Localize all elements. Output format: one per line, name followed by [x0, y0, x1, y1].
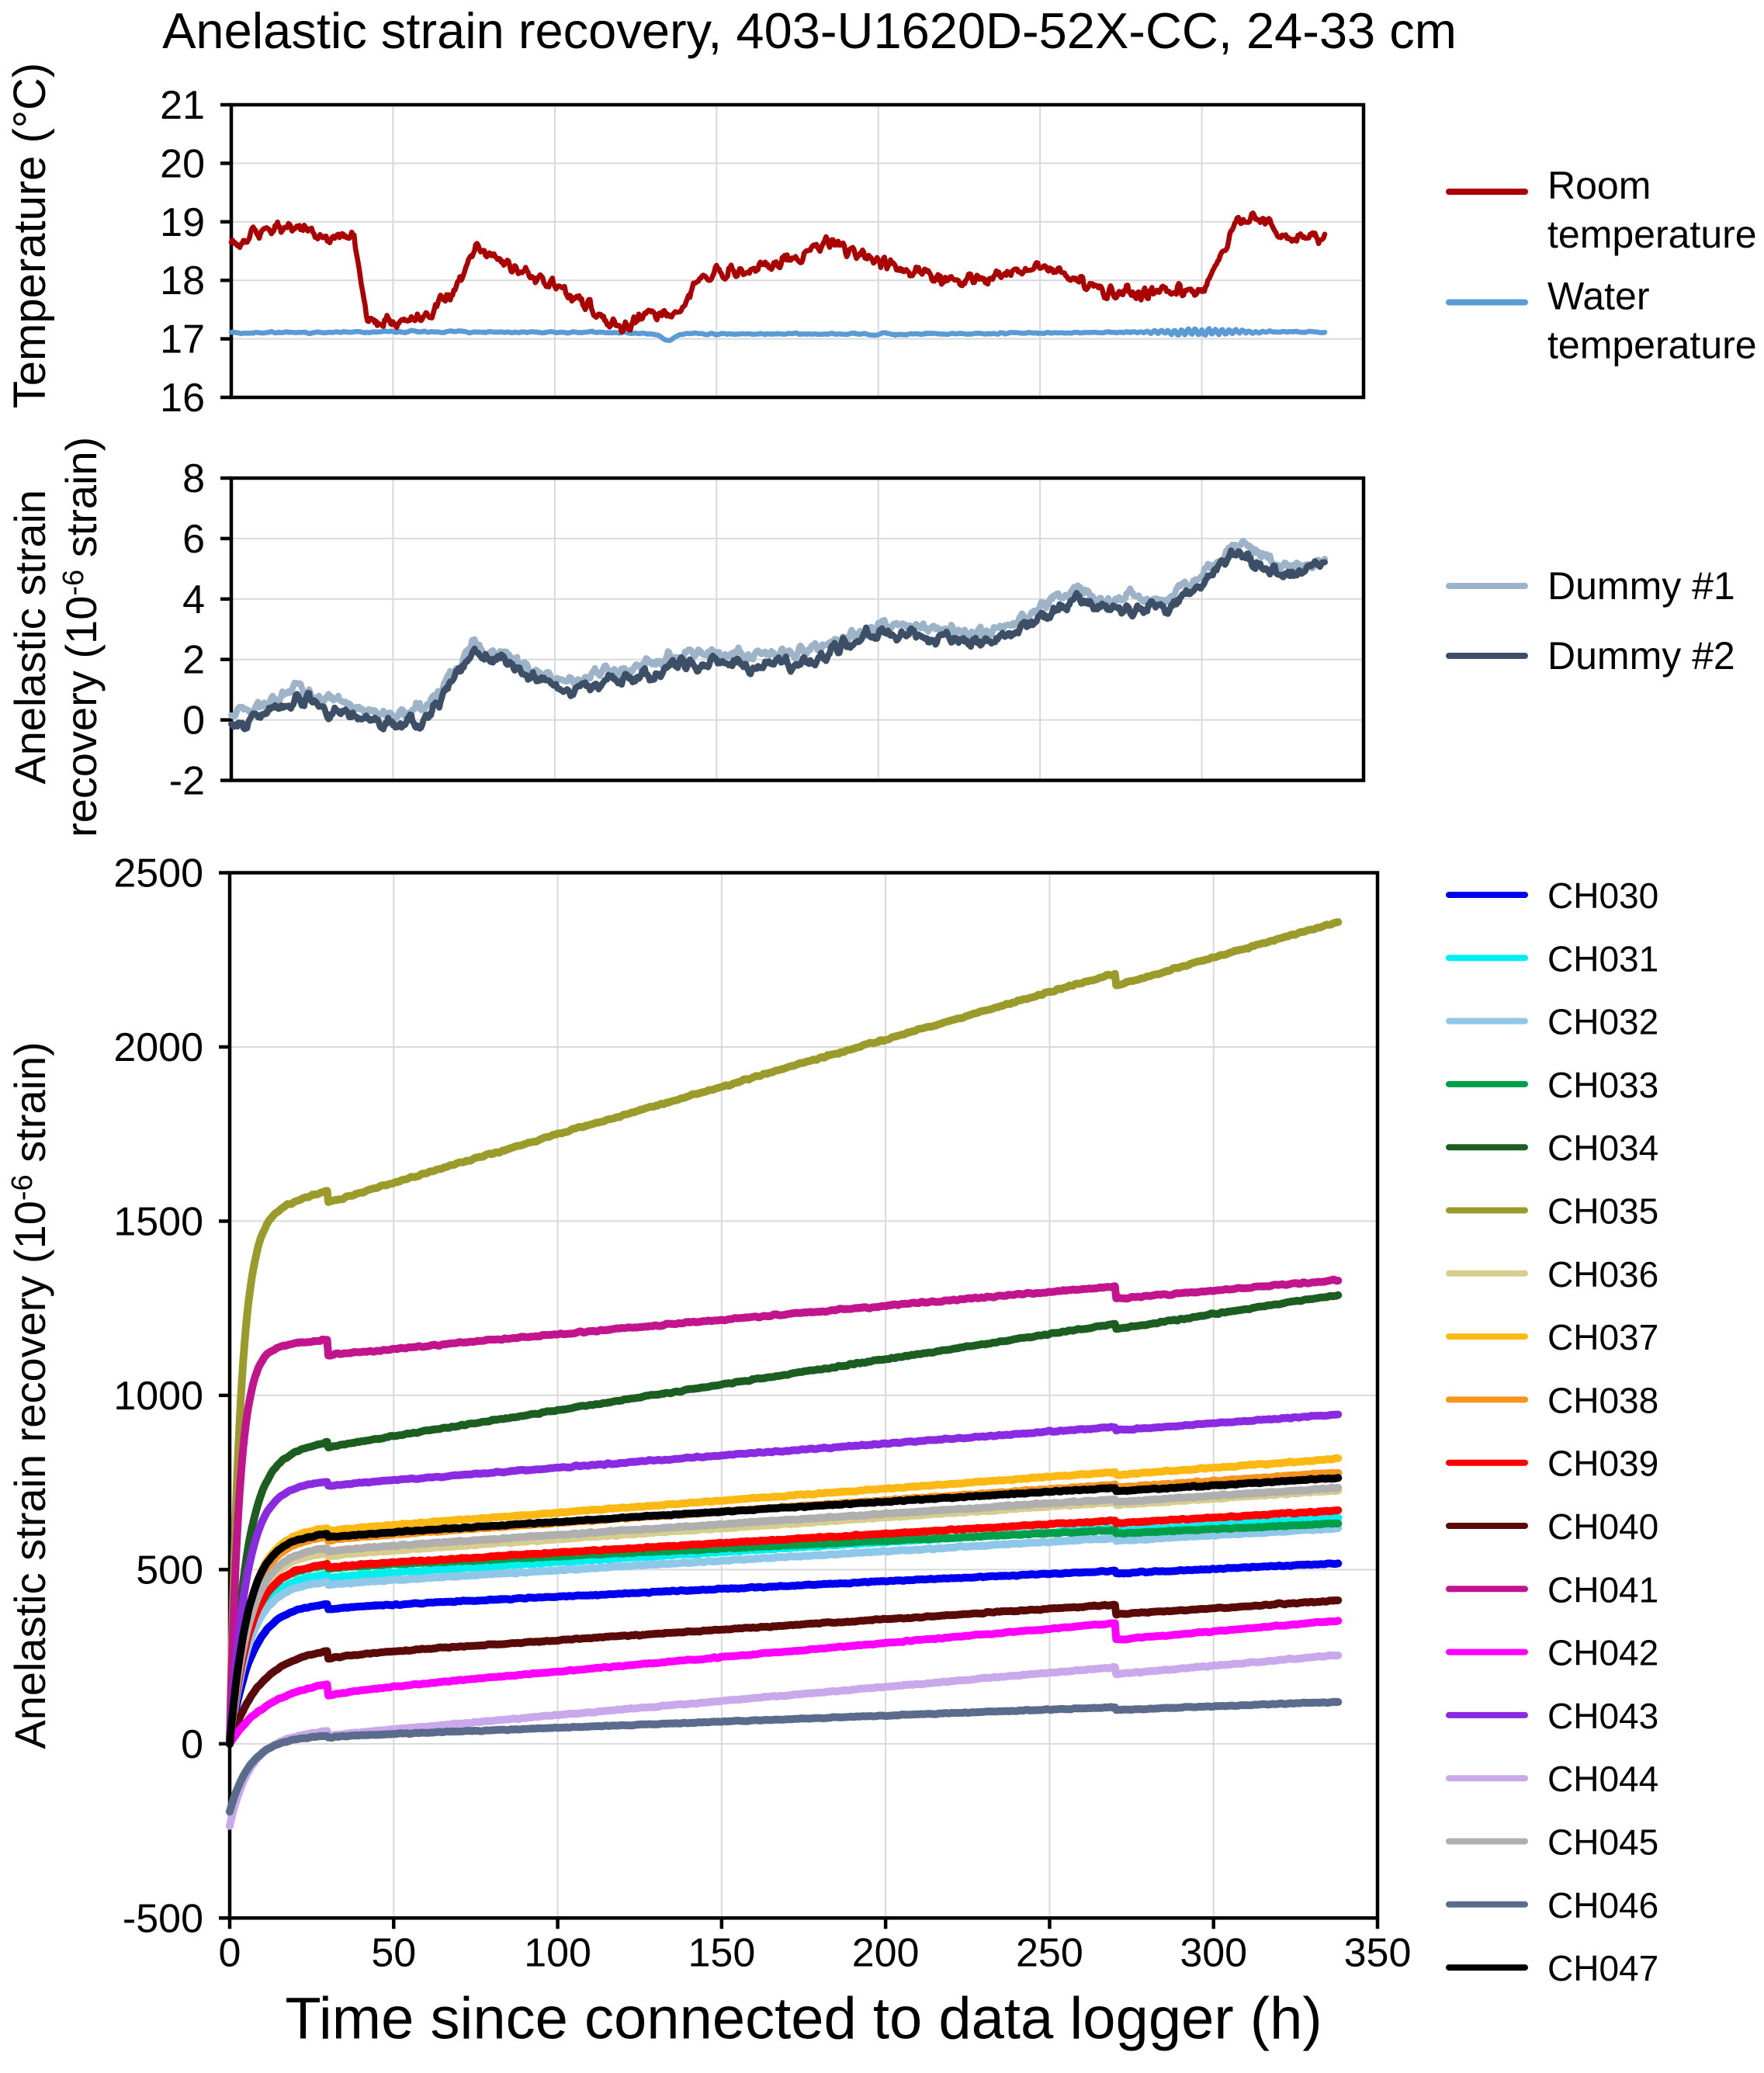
svg-text:6: 6 [182, 517, 205, 562]
svg-text:200: 200 [852, 1930, 920, 1975]
svg-text:250: 250 [1016, 1930, 1083, 1975]
svg-text:CH036: CH036 [1547, 1254, 1658, 1295]
svg-text:Anelastic strain: Anelastic strain [5, 490, 54, 785]
svg-text:Anelastic strain recovery (10-: Anelastic strain recovery (10-6 strain) [5, 1042, 54, 1749]
svg-text:1500: 1500 [113, 1199, 203, 1244]
svg-text:CH035: CH035 [1547, 1191, 1658, 1232]
svg-text:recovery (10-6 strain): recovery (10-6 strain) [57, 437, 106, 837]
svg-text:-500: -500 [123, 1896, 203, 1941]
svg-text:CH033: CH033 [1547, 1065, 1658, 1105]
svg-text:CH032: CH032 [1547, 1002, 1658, 1042]
svg-text:CH040: CH040 [1547, 1506, 1658, 1547]
svg-text:CH044: CH044 [1547, 1759, 1658, 1799]
svg-text:150: 150 [688, 1930, 756, 1975]
svg-text:CH030: CH030 [1547, 875, 1658, 916]
svg-text:Room: Room [1547, 164, 1651, 207]
svg-text:18: 18 [160, 258, 205, 303]
svg-text:20: 20 [160, 141, 205, 186]
svg-text:CH038: CH038 [1547, 1380, 1658, 1420]
svg-text:Dummy #2: Dummy #2 [1547, 634, 1735, 678]
svg-text:1000: 1000 [113, 1374, 203, 1419]
svg-text:2: 2 [182, 638, 205, 683]
svg-text:Time since connected to data l: Time since connected to data logger (h) [285, 1985, 1322, 2051]
svg-text:CH047: CH047 [1547, 1948, 1658, 1988]
svg-text:Dummy #1: Dummy #1 [1547, 564, 1735, 608]
svg-text:CH034: CH034 [1547, 1128, 1658, 1168]
svg-text:350: 350 [1344, 1930, 1412, 1975]
svg-text:temperature: temperature [1547, 213, 1757, 256]
svg-text:0: 0 [181, 1722, 203, 1767]
svg-text:Temperature (°C): Temperature (°C) [5, 63, 55, 408]
svg-text:CH042: CH042 [1547, 1633, 1658, 1673]
svg-text:CH031: CH031 [1547, 938, 1658, 979]
svg-text:CH037: CH037 [1547, 1317, 1658, 1357]
svg-text:8: 8 [182, 456, 205, 501]
svg-text:CH046: CH046 [1547, 1885, 1658, 1926]
svg-text:-2: -2 [169, 759, 205, 804]
svg-text:16: 16 [160, 376, 205, 421]
svg-text:21: 21 [160, 83, 205, 128]
svg-text:temperature: temperature [1547, 324, 1757, 367]
svg-text:0: 0 [219, 1930, 241, 1975]
svg-text:100: 100 [524, 1930, 591, 1975]
svg-text:4: 4 [182, 577, 205, 622]
svg-text:17: 17 [160, 317, 205, 362]
svg-text:CH043: CH043 [1547, 1696, 1658, 1736]
svg-text:Water: Water [1547, 275, 1650, 318]
svg-text:300: 300 [1180, 1930, 1247, 1975]
svg-text:CH039: CH039 [1547, 1444, 1658, 1484]
svg-text:CH041: CH041 [1547, 1569, 1658, 1610]
svg-text:CH045: CH045 [1547, 1822, 1658, 1863]
svg-text:Anelastic strain recovery, 403: Anelastic strain recovery, 403-U1620D-52… [162, 2, 1457, 59]
svg-text:2500: 2500 [113, 851, 203, 896]
svg-text:0: 0 [182, 699, 205, 744]
svg-text:50: 50 [371, 1930, 416, 1975]
svg-text:500: 500 [136, 1548, 203, 1593]
svg-text:2000: 2000 [113, 1025, 203, 1070]
svg-text:19: 19 [160, 200, 205, 245]
